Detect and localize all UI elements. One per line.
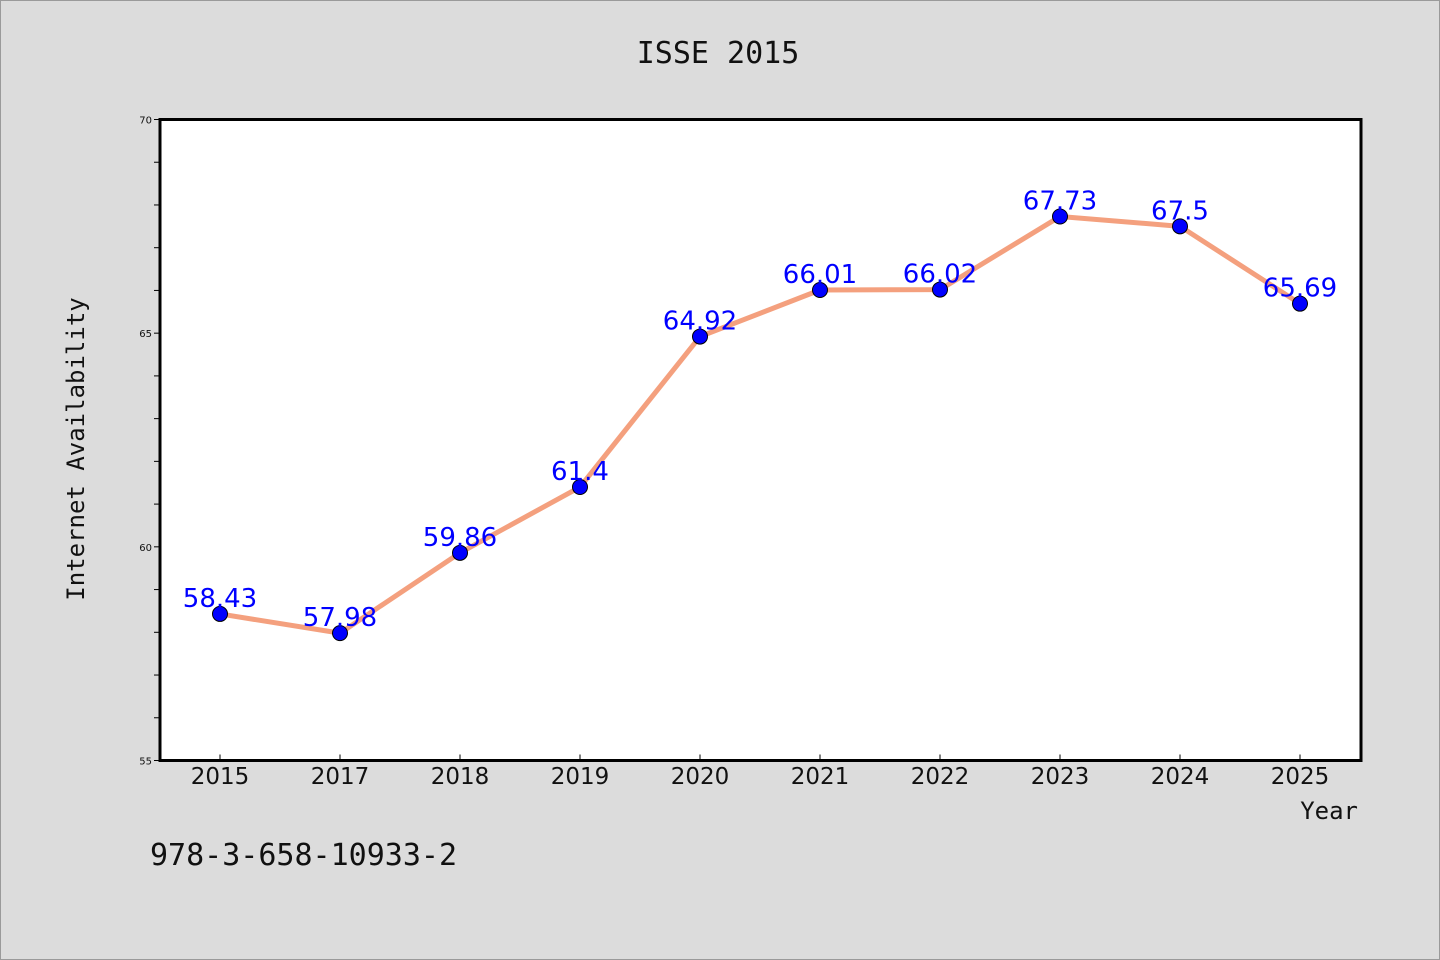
data-point-marker <box>212 605 228 622</box>
y-tick-label: 55 <box>139 757 152 768</box>
x-tick-label: 2020 <box>671 764 730 790</box>
data-labels-group: 58.43 57.98 59.86 61.4 64.92 66.01 66.02 67.73 6… <box>183 187 1337 634</box>
footer-isbn: 978-3-658-10933-2 <box>150 838 457 873</box>
data-point-marker <box>1172 218 1188 235</box>
y-axis-label: Internet Availability <box>62 297 90 600</box>
data-label: 57.98 <box>303 603 377 633</box>
data-point-marker <box>812 282 828 299</box>
y-tick-label: 60 <box>139 543 152 554</box>
data-label: 59.86 <box>423 523 497 553</box>
x-tick-label: 2021 <box>791 764 850 790</box>
data-point-marker <box>932 281 948 298</box>
chart-title: ISSE 2015 <box>637 36 800 71</box>
data-point-marker <box>572 479 588 496</box>
data-label: 65.69 <box>1263 274 1337 304</box>
x-tick-label: 2022 <box>911 764 970 790</box>
x-tick-label: 2017 <box>311 764 370 790</box>
series-line <box>219 214 1302 636</box>
series-line-group <box>212 208 1308 642</box>
y-tick-label: 65 <box>139 329 152 340</box>
x-tick-label: 2025 <box>1271 764 1330 790</box>
data-label: 64.92 <box>663 307 737 337</box>
data-label: 66.01 <box>783 260 857 290</box>
y-axis-ticks: 55 60 65 70 <box>139 116 159 768</box>
x-tick-label: 2018 <box>431 764 490 790</box>
data-label: 67.5 <box>1151 196 1209 226</box>
x-tick-label: 2024 <box>1151 764 1210 790</box>
x-tick-label: 2015 <box>191 764 250 790</box>
data-point-marker <box>692 328 708 345</box>
x-axis-label: Year <box>1300 797 1358 825</box>
x-axis-ticks: 2015 2017 2018 2019 2020 2021 2022 2023 2024 2025 <box>191 754 1330 790</box>
data-point-marker <box>452 544 468 561</box>
data-label: 67.73 <box>1023 187 1097 217</box>
y-tick-label: 70 <box>139 116 152 127</box>
data-label: 61.4 <box>551 457 609 487</box>
x-tick-label: 2019 <box>551 764 610 790</box>
data-label: 66.02 <box>903 260 977 290</box>
data-point-marker <box>332 625 348 642</box>
data-point-marker <box>1052 208 1068 225</box>
x-tick-label: 2023 <box>1031 764 1090 790</box>
data-point-marker <box>1292 295 1308 312</box>
data-label: 58.43 <box>183 584 257 614</box>
